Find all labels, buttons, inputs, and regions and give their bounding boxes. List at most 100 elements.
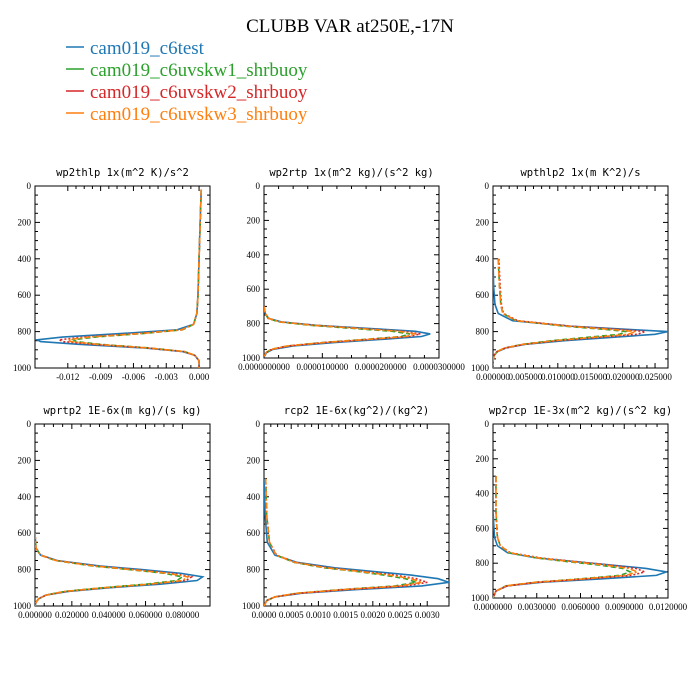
x-tick-label: 0.000 [189, 372, 210, 382]
y-tick-label: 0 [485, 181, 490, 191]
legend-label: cam019_c6uvskw1_shrbuoy [90, 60, 308, 81]
series-line [493, 476, 640, 598]
series-line [493, 258, 636, 368]
y-tick-label: 600 [18, 290, 32, 300]
x-tick-label: 0.0015 [333, 610, 358, 620]
series-line [493, 258, 646, 368]
x-tick-label: 0.0025 [388, 610, 413, 620]
x-tick-label: 0.0000300000 [413, 362, 465, 372]
legend-item: cam019_c6uvskw1_shrbuoy [66, 60, 308, 81]
y-tick-label: 0 [27, 419, 32, 429]
x-tick-label: 0.0000000 [474, 602, 513, 612]
y-tick-label: 600 [18, 528, 32, 538]
panel-title: wp2rcp 1E-3x(m^2 kg)/(s^2 kg) [489, 405, 672, 417]
x-tick-label: 0.0120000 [649, 602, 688, 612]
y-tick-label: 600 [476, 290, 490, 300]
y-tick-label: 200 [476, 217, 490, 227]
y-tick-label: 800 [476, 327, 490, 337]
y-tick-label: 600 [247, 528, 261, 538]
panel-title: rcp2 1E-6x(kg^2)/(kg^2) [284, 405, 429, 417]
chart-panel: rcp2 1E-6x(kg^2)/(kg^2) 0 200 400 600 800 1000… [242, 405, 450, 620]
plot-frame [263, 423, 450, 607]
x-tick-label: 0.0005 [279, 610, 304, 620]
series-line [264, 478, 449, 606]
x-tick-label: 0.0020 [360, 610, 385, 620]
series-line [70, 189, 203, 368]
series-line [493, 258, 630, 368]
x-tick-label: -0.009 [89, 372, 113, 382]
series-line [35, 533, 194, 606]
series-line [493, 258, 668, 368]
plot-frame [263, 185, 440, 359]
legend-label: cam019_c6test [90, 38, 205, 59]
y-tick-label: 800 [247, 565, 261, 575]
panel-grid: wp2thlp 1x(m^2 K)/s^2 0 200 400 600 800 1000 -0… [13, 167, 688, 620]
series-line [35, 533, 191, 606]
x-tick-label: 0.010000 [541, 372, 575, 382]
y-tick-label: 200 [18, 455, 32, 465]
x-tick-label: 0.0090000 [605, 602, 644, 612]
y-tick-label: 1000 [13, 601, 32, 611]
panel-title: wpthlp2 1x(m K^2)/s [520, 167, 640, 179]
x-tick-label: 0.040000 [92, 610, 126, 620]
y-tick-label: 200 [247, 455, 261, 465]
x-tick-label: 0.0000 [252, 610, 277, 620]
panel-title: wp2thlp 1x(m^2 K)/s^2 [56, 167, 189, 179]
y-tick-label: 0 [256, 181, 261, 191]
y-tick-label: 1000 [242, 601, 261, 611]
y-tick-label: 800 [476, 558, 490, 568]
x-tick-label: 0.000000 [18, 610, 52, 620]
x-tick-label: 0.0030 [415, 610, 440, 620]
x-tick-label: 0.020000 [55, 610, 89, 620]
x-tick-label: 0.025000 [638, 372, 672, 382]
y-tick-label: 200 [247, 215, 261, 225]
figure-title: CLUBB VAR at250E,-17N [246, 16, 454, 37]
y-tick-label: 400 [247, 492, 261, 502]
y-tick-label: 1000 [471, 593, 490, 603]
y-tick-label: 800 [247, 319, 261, 329]
y-tick-label: 1000 [242, 353, 261, 363]
series-line [35, 533, 205, 606]
y-tick-label: 1000 [471, 363, 490, 373]
series-line [264, 306, 411, 357]
y-tick-label: 200 [18, 217, 32, 227]
y-tick-label: 200 [476, 454, 490, 464]
x-tick-label: 0.0010 [306, 610, 331, 620]
y-tick-label: 400 [476, 489, 490, 499]
legend-label: cam019_c6uvskw3_shrbuoy [90, 104, 308, 125]
x-tick-label: 0.0060000 [561, 602, 600, 612]
series-line [65, 189, 203, 368]
y-tick-label: 400 [18, 492, 32, 502]
x-tick-label: 0.0030000 [518, 602, 557, 612]
y-tick-label: 400 [247, 250, 261, 260]
y-tick-label: 600 [476, 523, 490, 533]
y-tick-label: 0 [27, 181, 32, 191]
x-tick-label: 0.005000 [509, 372, 543, 382]
legend-label: cam019_c6uvskw2_shrbuoy [90, 82, 308, 103]
y-tick-label: 0 [485, 419, 490, 429]
x-tick-label: -0.003 [155, 372, 179, 382]
chart-panel: wp2rcp 1E-3x(m^2 kg)/(s^2 kg) 0 200 400 600 8… [471, 405, 688, 612]
series-line [264, 478, 428, 606]
chart-panel: wprtp2 1E-6x(m kg)/(s kg) 0 200 400 600 800 10… [13, 405, 211, 620]
x-tick-label: 0.060000 [129, 610, 163, 620]
y-tick-label: 800 [18, 565, 32, 575]
series-line [264, 478, 423, 606]
chart-panel: wp2thlp 1x(m^2 K)/s^2 0 200 400 600 800 1000 -0… [13, 167, 211, 382]
legend: cam019_c6test cam019_c6uvskw1_shrbuoy ca… [66, 38, 308, 125]
x-tick-label: 0.0000000000 [238, 362, 290, 372]
series-line [264, 306, 431, 357]
x-tick-label: 0.000000 [476, 372, 510, 382]
y-tick-label: 400 [18, 254, 32, 264]
series-line [35, 189, 203, 368]
series-line [264, 306, 421, 357]
x-tick-label: -0.006 [122, 372, 146, 382]
legend-item: cam019_c6uvskw2_shrbuoy [66, 82, 308, 103]
panel-title: wp2rtp 1x(m^2 kg)/(s^2 kg) [269, 167, 433, 179]
y-tick-label: 600 [247, 284, 261, 294]
panel-title: wprtp2 1E-6x(m kg)/(s kg) [43, 405, 201, 417]
plot-frame [492, 185, 669, 369]
series-line [493, 476, 633, 598]
y-tick-label: 1000 [13, 363, 32, 373]
